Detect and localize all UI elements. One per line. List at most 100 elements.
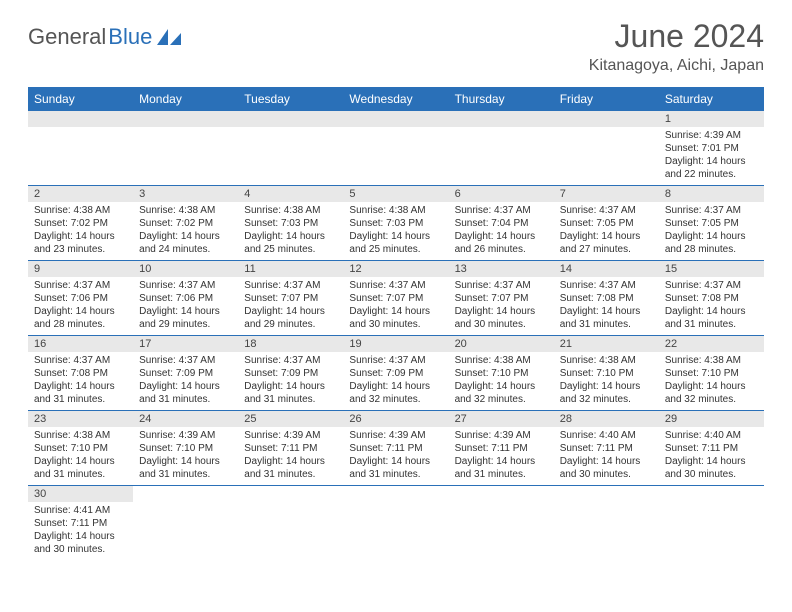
calendar-body: 1Sunrise: 4:39 AMSunset: 7:01 PMDaylight… xyxy=(28,111,764,560)
day-data: Sunrise: 4:38 AMSunset: 7:10 PMDaylight:… xyxy=(28,427,133,485)
calendar-cell xyxy=(133,111,238,186)
calendar-cell: 19Sunrise: 4:37 AMSunset: 7:09 PMDayligh… xyxy=(343,336,448,411)
calendar-cell: 23Sunrise: 4:38 AMSunset: 7:10 PMDayligh… xyxy=(28,411,133,486)
calendar-cell xyxy=(449,486,554,561)
day-number: 21 xyxy=(554,336,659,352)
day-number: 7 xyxy=(554,186,659,202)
weekday-header: Sunday xyxy=(28,87,133,111)
sail-icon xyxy=(157,27,183,47)
day-number: 4 xyxy=(238,186,343,202)
calendar-cell: 13Sunrise: 4:37 AMSunset: 7:07 PMDayligh… xyxy=(449,261,554,336)
day-data: Sunrise: 4:37 AMSunset: 7:05 PMDaylight:… xyxy=(659,202,764,260)
calendar-cell: 22Sunrise: 4:38 AMSunset: 7:10 PMDayligh… xyxy=(659,336,764,411)
day-data: Sunrise: 4:37 AMSunset: 7:08 PMDaylight:… xyxy=(554,277,659,335)
weekday-header-row: Sunday Monday Tuesday Wednesday Thursday… xyxy=(28,87,764,111)
calendar-cell: 11Sunrise: 4:37 AMSunset: 7:07 PMDayligh… xyxy=(238,261,343,336)
weekday-header: Friday xyxy=(554,87,659,111)
day-number: 20 xyxy=(449,336,554,352)
day-number: 27 xyxy=(449,411,554,427)
weekday-header: Saturday xyxy=(659,87,764,111)
day-number: 8 xyxy=(659,186,764,202)
day-data: Sunrise: 4:37 AMSunset: 7:07 PMDaylight:… xyxy=(449,277,554,335)
weekday-header: Monday xyxy=(133,87,238,111)
day-number: 28 xyxy=(554,411,659,427)
day-number: 9 xyxy=(28,261,133,277)
day-data: Sunrise: 4:38 AMSunset: 7:10 PMDaylight:… xyxy=(449,352,554,410)
day-data: Sunrise: 4:40 AMSunset: 7:11 PMDaylight:… xyxy=(554,427,659,485)
day-number: 26 xyxy=(343,411,448,427)
calendar-cell xyxy=(343,486,448,561)
day-data: Sunrise: 4:37 AMSunset: 7:07 PMDaylight:… xyxy=(343,277,448,335)
day-data: Sunrise: 4:38 AMSunset: 7:10 PMDaylight:… xyxy=(659,352,764,410)
day-data: Sunrise: 4:39 AMSunset: 7:10 PMDaylight:… xyxy=(133,427,238,485)
day-data: Sunrise: 4:38 AMSunset: 7:02 PMDaylight:… xyxy=(133,202,238,260)
day-number: 30 xyxy=(28,486,133,502)
day-number: 12 xyxy=(343,261,448,277)
month-title: June 2024 xyxy=(589,18,764,55)
day-number: 10 xyxy=(133,261,238,277)
calendar-cell xyxy=(238,111,343,186)
day-data: Sunrise: 4:37 AMSunset: 7:09 PMDaylight:… xyxy=(133,352,238,410)
day-number: 1 xyxy=(659,111,764,127)
day-data: Sunrise: 4:41 AMSunset: 7:11 PMDaylight:… xyxy=(28,502,133,560)
calendar-cell: 24Sunrise: 4:39 AMSunset: 7:10 PMDayligh… xyxy=(133,411,238,486)
calendar-cell xyxy=(554,486,659,561)
calendar-cell: 9Sunrise: 4:37 AMSunset: 7:06 PMDaylight… xyxy=(28,261,133,336)
calendar-cell: 6Sunrise: 4:37 AMSunset: 7:04 PMDaylight… xyxy=(449,186,554,261)
calendar-row: 16Sunrise: 4:37 AMSunset: 7:08 PMDayligh… xyxy=(28,336,764,411)
day-number: 15 xyxy=(659,261,764,277)
calendar-cell: 17Sunrise: 4:37 AMSunset: 7:09 PMDayligh… xyxy=(133,336,238,411)
calendar-cell xyxy=(28,111,133,186)
day-data: Sunrise: 4:37 AMSunset: 7:08 PMDaylight:… xyxy=(28,352,133,410)
day-data: Sunrise: 4:40 AMSunset: 7:11 PMDaylight:… xyxy=(659,427,764,485)
logo-text-2: Blue xyxy=(108,24,152,50)
day-number: 19 xyxy=(343,336,448,352)
calendar-cell xyxy=(554,111,659,186)
day-number: 29 xyxy=(659,411,764,427)
day-data: Sunrise: 4:37 AMSunset: 7:09 PMDaylight:… xyxy=(238,352,343,410)
day-number: 3 xyxy=(133,186,238,202)
calendar-cell: 20Sunrise: 4:38 AMSunset: 7:10 PMDayligh… xyxy=(449,336,554,411)
calendar-cell: 12Sunrise: 4:37 AMSunset: 7:07 PMDayligh… xyxy=(343,261,448,336)
calendar-cell: 5Sunrise: 4:38 AMSunset: 7:03 PMDaylight… xyxy=(343,186,448,261)
calendar-cell: 7Sunrise: 4:37 AMSunset: 7:05 PMDaylight… xyxy=(554,186,659,261)
calendar-cell: 16Sunrise: 4:37 AMSunset: 7:08 PMDayligh… xyxy=(28,336,133,411)
day-number: 5 xyxy=(343,186,448,202)
day-number: 22 xyxy=(659,336,764,352)
weekday-header: Thursday xyxy=(449,87,554,111)
day-data: Sunrise: 4:38 AMSunset: 7:10 PMDaylight:… xyxy=(554,352,659,410)
day-number: 17 xyxy=(133,336,238,352)
calendar-cell: 8Sunrise: 4:37 AMSunset: 7:05 PMDaylight… xyxy=(659,186,764,261)
title-block: June 2024 Kitanagoya, Aichi, Japan xyxy=(589,18,764,75)
day-number: 11 xyxy=(238,261,343,277)
calendar-cell xyxy=(343,111,448,186)
day-data: Sunrise: 4:38 AMSunset: 7:03 PMDaylight:… xyxy=(238,202,343,260)
calendar-cell: 30Sunrise: 4:41 AMSunset: 7:11 PMDayligh… xyxy=(28,486,133,561)
calendar-cell: 26Sunrise: 4:39 AMSunset: 7:11 PMDayligh… xyxy=(343,411,448,486)
calendar-cell: 29Sunrise: 4:40 AMSunset: 7:11 PMDayligh… xyxy=(659,411,764,486)
day-data: Sunrise: 4:37 AMSunset: 7:06 PMDaylight:… xyxy=(133,277,238,335)
day-data: Sunrise: 4:38 AMSunset: 7:03 PMDaylight:… xyxy=(343,202,448,260)
calendar-row: 1Sunrise: 4:39 AMSunset: 7:01 PMDaylight… xyxy=(28,111,764,186)
calendar-row: 9Sunrise: 4:37 AMSunset: 7:06 PMDaylight… xyxy=(28,261,764,336)
day-data: Sunrise: 4:37 AMSunset: 7:06 PMDaylight:… xyxy=(28,277,133,335)
day-data: Sunrise: 4:37 AMSunset: 7:05 PMDaylight:… xyxy=(554,202,659,260)
day-number: 16 xyxy=(28,336,133,352)
calendar-cell: 15Sunrise: 4:37 AMSunset: 7:08 PMDayligh… xyxy=(659,261,764,336)
page-header: GeneralBlue June 2024 Kitanagoya, Aichi,… xyxy=(28,18,764,75)
calendar-cell: 18Sunrise: 4:37 AMSunset: 7:09 PMDayligh… xyxy=(238,336,343,411)
day-data: Sunrise: 4:37 AMSunset: 7:09 PMDaylight:… xyxy=(343,352,448,410)
day-number: 25 xyxy=(238,411,343,427)
calendar-row: 30Sunrise: 4:41 AMSunset: 7:11 PMDayligh… xyxy=(28,486,764,561)
calendar-table: Sunday Monday Tuesday Wednesday Thursday… xyxy=(28,87,764,560)
calendar-cell: 27Sunrise: 4:39 AMSunset: 7:11 PMDayligh… xyxy=(449,411,554,486)
calendar-cell: 28Sunrise: 4:40 AMSunset: 7:11 PMDayligh… xyxy=(554,411,659,486)
calendar-cell xyxy=(449,111,554,186)
day-data: Sunrise: 4:37 AMSunset: 7:04 PMDaylight:… xyxy=(449,202,554,260)
location: Kitanagoya, Aichi, Japan xyxy=(589,57,764,75)
calendar-cell: 4Sunrise: 4:38 AMSunset: 7:03 PMDaylight… xyxy=(238,186,343,261)
calendar-cell: 10Sunrise: 4:37 AMSunset: 7:06 PMDayligh… xyxy=(133,261,238,336)
calendar-cell: 21Sunrise: 4:38 AMSunset: 7:10 PMDayligh… xyxy=(554,336,659,411)
day-data: Sunrise: 4:39 AMSunset: 7:11 PMDaylight:… xyxy=(343,427,448,485)
day-number: 2 xyxy=(28,186,133,202)
